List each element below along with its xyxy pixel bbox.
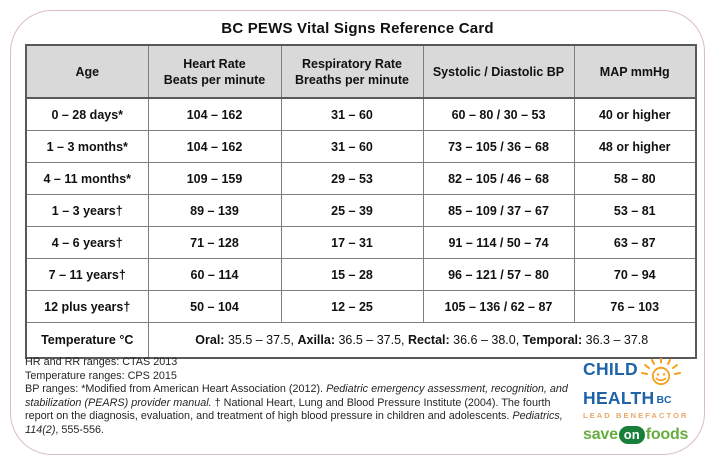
vital-signs-table: Age Heart Rate Beats per minute Respirat… (25, 44, 697, 359)
heart-rate-cell: 71 – 128 (147, 226, 282, 259)
map-cell: 58 – 80 (573, 162, 697, 195)
logo-foods-text: foods (645, 425, 689, 443)
age-cell: 0 – 28 days* (25, 97, 149, 131)
map-cell: 48 or higher (573, 130, 697, 163)
bp-cell: 82 – 105 / 46 – 68 (422, 162, 575, 195)
map-cell: 70 – 94 (573, 258, 697, 291)
heart-rate-cell: 109 – 159 (147, 162, 282, 195)
table-row: 1 – 3 months* 104 – 162 31 – 60 73 – 105… (25, 130, 697, 163)
footnotes: HR and RR ranges: CTAS 2013 Temperature … (25, 356, 581, 438)
temperature-row: Temperature °C Oral: 35.5 – 37.5, Axilla… (25, 322, 697, 359)
heart-rate-cell: 60 – 114 (147, 258, 282, 291)
age-cell: 12 plus years† (25, 290, 149, 323)
age-cell: 4 – 6 years† (25, 226, 149, 259)
bp-cell: 96 – 121 / 57 – 80 (422, 258, 575, 291)
lead-benefactor-label: LEAD BENEFACTOR (583, 411, 689, 420)
heart-rate-cell: 50 – 104 (147, 290, 282, 323)
child-health-bc-logo: CHILD (583, 357, 709, 444)
sun-smiley-icon (640, 357, 681, 390)
respiratory-rate-cell: 12 – 25 (280, 290, 424, 323)
table-row: 4 – 11 months* 109 – 159 29 – 53 82 – 10… (25, 162, 697, 195)
map-cell: 53 – 81 (573, 194, 697, 227)
age-cell: 4 – 11 months* (25, 162, 149, 195)
respiratory-rate-cell: 31 – 60 (280, 130, 424, 163)
heart-rate-cell: 104 – 162 (147, 97, 282, 131)
logo-health-text: HEALTH (583, 388, 655, 408)
footnote-temperature: Temperature ranges: CPS 2015 (25, 369, 177, 382)
respiratory-rate-cell: 17 – 31 (280, 226, 424, 259)
col-header-respiratory-rate: Respiratory Rate Breaths per minute (280, 44, 424, 99)
table-header-row: Age Heart Rate Beats per minute Respirat… (25, 44, 697, 99)
bp-cell: 60 – 80 / 30 – 53 (422, 97, 575, 131)
age-cell: 7 – 11 years† (25, 258, 149, 291)
logo-on-badge: on (618, 425, 645, 444)
col-header-map: MAP mmHg (573, 44, 697, 99)
col-header-bp: Systolic / Diastolic BP (422, 44, 575, 99)
footnote-hr-rr: HR and RR ranges: CTAS 2013 (25, 356, 178, 368)
map-cell: 40 or higher (573, 97, 697, 131)
map-cell: 63 – 87 (573, 226, 697, 259)
logo-bc-text: BC (656, 394, 672, 406)
table-row: 1 – 3 years† 89 – 139 25 – 39 85 – 109 /… (25, 194, 697, 227)
bp-cell: 73 – 105 / 36 – 68 (422, 130, 575, 163)
map-cell: 76 – 103 (573, 290, 697, 323)
logo-child-text: CHILD (583, 359, 638, 379)
age-cell: 1 – 3 years† (25, 194, 149, 227)
respiratory-rate-cell: 31 – 60 (280, 97, 424, 131)
footnote-bp: BP ranges: *Modified from American Heart… (25, 383, 568, 436)
heart-rate-cell: 89 – 139 (147, 194, 282, 227)
reference-card: BC PEWS Vital Signs Reference Card Age H… (10, 10, 705, 455)
respiratory-rate-cell: 15 – 28 (280, 258, 424, 291)
col-header-age: Age (25, 44, 149, 99)
temperature-values-cell: Oral: 35.5 – 37.5, Axilla: 36.5 – 37.5, … (147, 322, 697, 359)
table-row: 4 – 6 years† 71 – 128 17 – 31 91 – 114 /… (25, 226, 697, 259)
table-row: 0 – 28 days* 104 – 162 31 – 60 60 – 80 /… (25, 97, 697, 131)
respiratory-rate-cell: 29 – 53 (280, 162, 424, 195)
col-header-heart-rate: Heart Rate Beats per minute (147, 44, 282, 99)
bp-cell: 105 – 136 / 62 – 87 (422, 290, 575, 323)
age-cell: 1 – 3 months* (25, 130, 149, 163)
save-on-foods-logo: save on foods (583, 425, 709, 444)
heart-rate-cell: 104 – 162 (147, 130, 282, 163)
page-title: BC PEWS Vital Signs Reference Card (221, 20, 494, 37)
bp-cell: 85 – 109 / 37 – 67 (422, 194, 575, 227)
bp-cell: 91 – 114 / 50 – 74 (422, 226, 575, 259)
respiratory-rate-cell: 25 – 39 (280, 194, 424, 227)
logo-save-text: save (583, 425, 618, 443)
temperature-label-cell: Temperature °C (25, 322, 149, 359)
table-row: 12 plus years† 50 – 104 12 – 25 105 – 13… (25, 290, 697, 323)
table-row: 7 – 11 years† 60 – 114 15 – 28 96 – 121 … (25, 258, 697, 291)
